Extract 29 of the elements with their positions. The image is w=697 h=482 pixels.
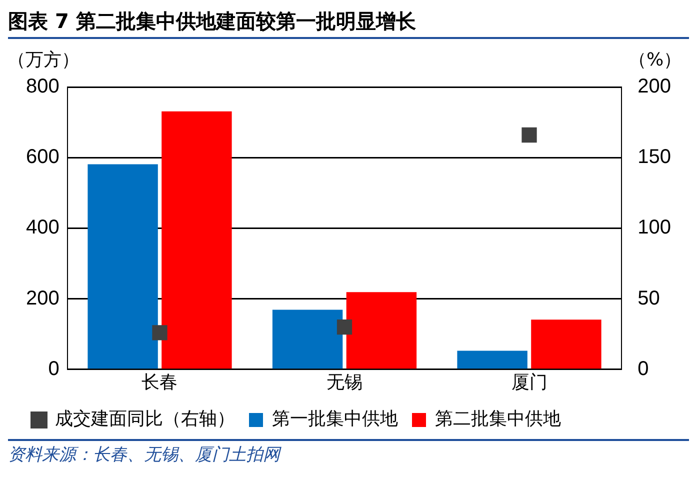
- x-tick-label: 长春: [142, 372, 178, 393]
- y-tick-label: 0: [48, 358, 60, 380]
- bar: [88, 164, 158, 369]
- bar: [162, 111, 232, 369]
- x-tick-label: 无锡: [326, 372, 362, 393]
- y-axis-title: （万方）: [7, 50, 80, 71]
- legend-label: 成交建面同比（右轴）: [55, 408, 235, 430]
- y2-tick-label: 100: [638, 216, 672, 239]
- y-tick-label: 200: [26, 287, 60, 310]
- x-tick-label: 厦门: [511, 372, 548, 393]
- y2-tick-label: 50: [638, 287, 660, 310]
- point: [152, 325, 168, 340]
- y-tick-label: 600: [26, 146, 60, 168]
- y2-axis-title: （%）: [628, 50, 682, 71]
- y2-tick-label: 0: [638, 358, 649, 380]
- bar: [531, 320, 602, 369]
- chart-title: 图表 7 第二批集中供地建面较第一批明显增长: [8, 8, 689, 39]
- legend-label: 第二批集中供地: [435, 408, 561, 430]
- point: [522, 127, 537, 143]
- y-tick-label: 400: [26, 216, 60, 239]
- bar: [457, 350, 528, 369]
- bar: [272, 310, 343, 369]
- y2-tick-label: 200: [638, 76, 672, 98]
- point: [336, 319, 352, 335]
- y2-tick-label: 150: [638, 146, 672, 168]
- y-tick-label: 800: [26, 76, 60, 98]
- bar: [346, 292, 417, 369]
- legend-label: 第一批集中供地: [272, 408, 398, 430]
- text: 资料来源：长春、无锡、厦门土拍网: [8, 439, 689, 466]
